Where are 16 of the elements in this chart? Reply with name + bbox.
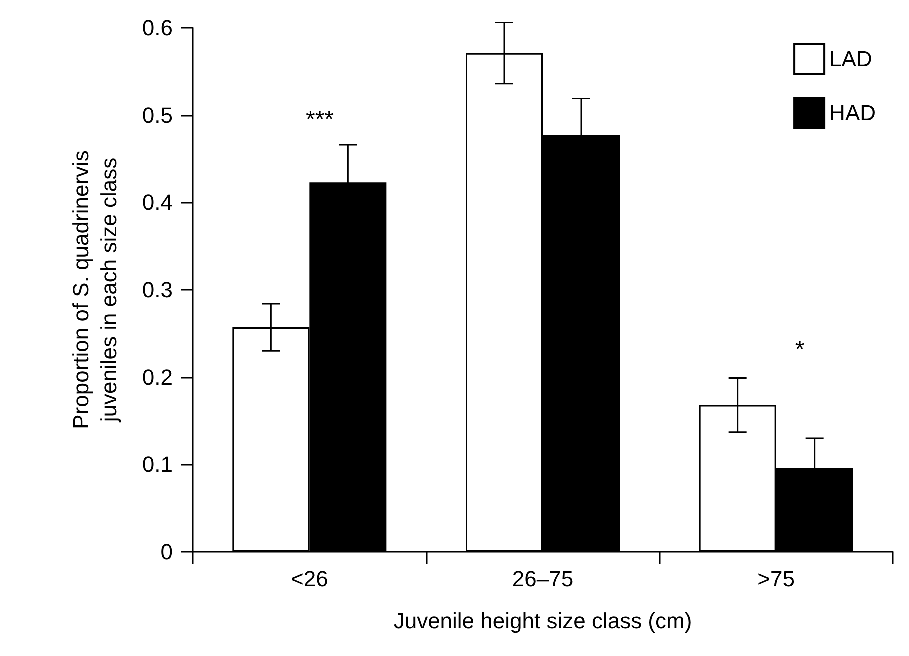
annotation: * xyxy=(795,336,805,364)
y-tick-label: 0.4 xyxy=(142,190,173,216)
legend-label: LAD xyxy=(830,46,872,72)
x-tick-label: 26–75 xyxy=(512,566,574,592)
x-axis-title: Juvenile height size class (cm) xyxy=(394,608,692,634)
y-tick-label: 0.6 xyxy=(142,16,173,40)
y-tick-label: 0.2 xyxy=(142,364,173,390)
y-tick-label: 0 xyxy=(160,540,173,564)
x-tick-label: <26 xyxy=(291,566,328,592)
y-tick-label: 0.1 xyxy=(142,452,173,478)
annotation: *** xyxy=(306,106,334,134)
y-axis-title: Proportion of S. quadrinervis juveniles in each size class xyxy=(68,150,122,430)
legend-label: HAD xyxy=(830,100,876,126)
y-tick-label: 0.3 xyxy=(142,278,173,302)
x-tick-label: >75 xyxy=(758,566,795,592)
y-tick-label: 0.5 xyxy=(142,102,173,128)
